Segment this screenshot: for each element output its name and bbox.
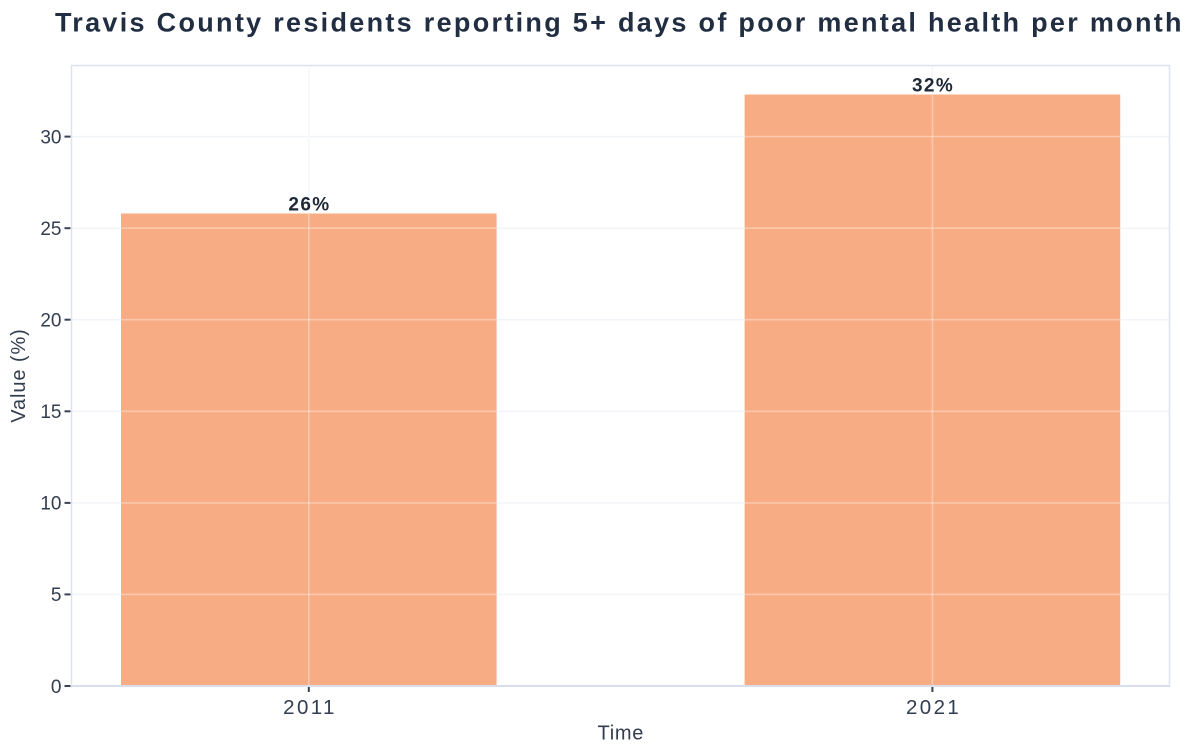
- svg-text:15: 15: [40, 402, 61, 423]
- svg-text:Time: Time: [598, 723, 645, 745]
- svg-text:25: 25: [40, 219, 61, 240]
- svg-text:20: 20: [40, 311, 61, 332]
- svg-text:0: 0: [51, 677, 62, 698]
- svg-text:10: 10: [40, 494, 61, 515]
- svg-text:Value (%): Value (%): [8, 328, 30, 422]
- svg-text:2021: 2021: [906, 696, 961, 719]
- svg-text:30: 30: [40, 127, 61, 148]
- svg-text:Travis County residents report: Travis County residents reporting 5+ day…: [55, 8, 1184, 38]
- svg-text:26%: 26%: [288, 195, 330, 216]
- svg-text:5: 5: [51, 585, 62, 606]
- svg-text:32%: 32%: [912, 76, 954, 97]
- svg-text:2011: 2011: [283, 696, 337, 719]
